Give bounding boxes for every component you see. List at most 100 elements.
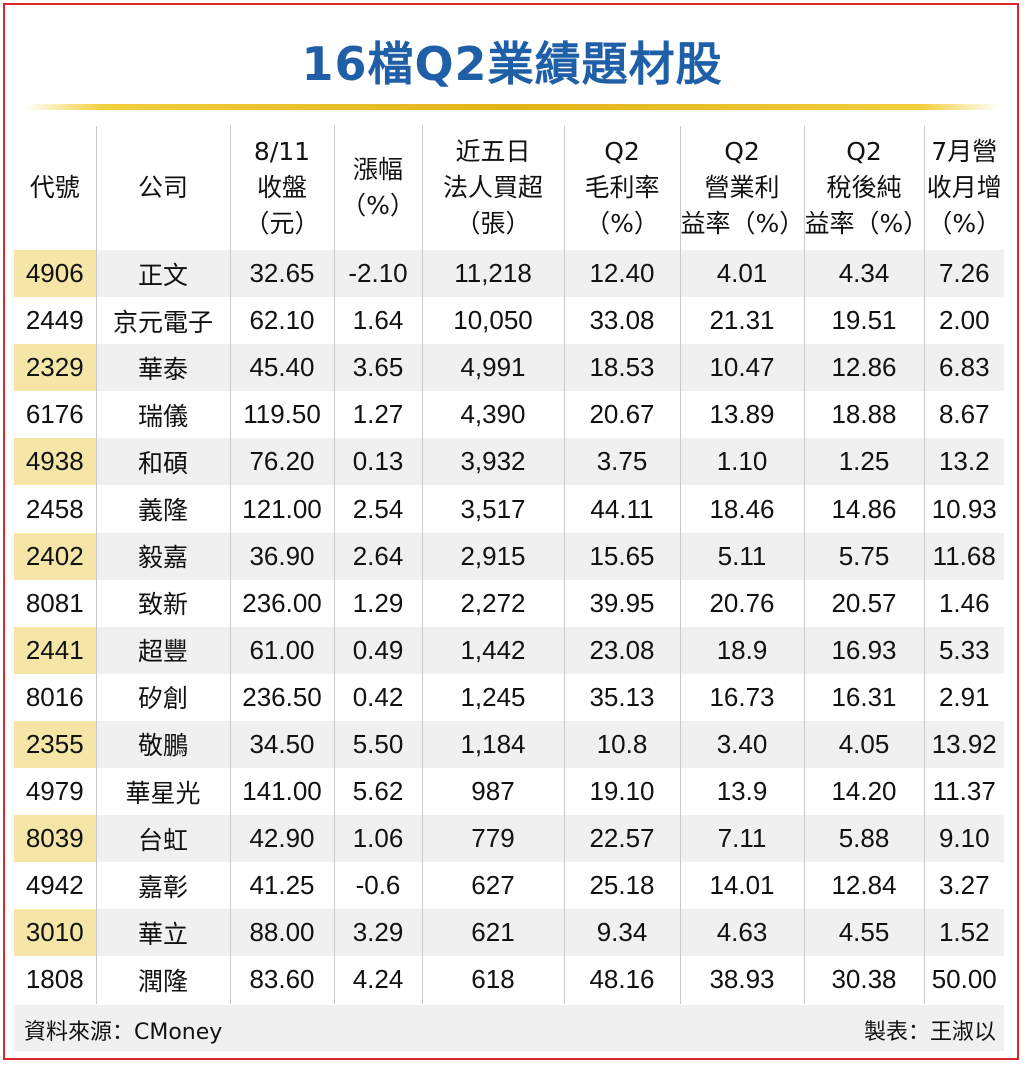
column-header-line: 稅後純: [826, 173, 902, 202]
value-cell: 2.54: [333, 485, 422, 533]
value-cell: 13.2: [923, 438, 1004, 486]
value-cell: 21.31: [679, 297, 804, 345]
company-name-cell: 毅嘉: [95, 532, 230, 580]
value-cell: 2,915: [421, 532, 564, 580]
company-name-cell: 潤隆: [95, 956, 230, 1004]
value-cell: 4.01: [679, 250, 804, 298]
column-header-line: 7月營: [931, 137, 998, 166]
value-cell: 3.27: [923, 862, 1004, 910]
column-header-line: 法人買超: [442, 173, 543, 202]
table-row: 4938 和碩 76.20 0.13 3,932 3.75 1.10 1.25 13.2: [14, 438, 1004, 486]
value-cell: 18.53: [563, 344, 680, 392]
column-header: 近五日 法人買超 （張）: [421, 126, 564, 250]
value-cell: 987: [421, 768, 564, 816]
value-cell: 3.29: [333, 909, 422, 957]
column-header-line: （張）: [455, 209, 531, 238]
value-cell: 10,050: [421, 297, 564, 345]
table-row: 3010 華立 88.00 3.29 621 9.34 4.63 4.55 1.52: [14, 909, 1004, 957]
company-name-cell: 和碩: [95, 438, 230, 486]
value-cell: 2,272: [421, 579, 564, 627]
column-header-line: （%）: [585, 209, 659, 238]
value-cell: 5.50: [333, 720, 422, 769]
value-cell: 621: [421, 909, 564, 957]
stock-code-cell: 4979: [25, 776, 84, 807]
value-cell: 15.65: [563, 532, 680, 580]
value-cell: 11.37: [923, 768, 1004, 816]
value-cell: 11.68: [923, 532, 1004, 580]
title-underline: [24, 104, 1000, 110]
value-cell: 1.52: [923, 909, 1004, 957]
company-name-cell: 正文: [95, 250, 230, 298]
value-cell: 4.55: [803, 909, 924, 957]
value-cell: 141.00: [229, 768, 334, 816]
value-cell: 236.00: [229, 579, 334, 627]
stock-code-cell: 2329: [14, 344, 96, 392]
value-cell: 14.01: [679, 862, 804, 910]
column-header-line: 8/11: [253, 137, 311, 166]
value-cell: 50.00: [923, 956, 1004, 1004]
stock-code-cell: 8016: [25, 681, 84, 712]
table-row: 8016 矽創 236.50 0.42 1,245 35.13 16.73 16.31 2.91: [14, 673, 1004, 721]
stock-code-cell: 2441: [14, 626, 96, 674]
table-row: 1808 潤隆 83.60 4.24 618 48.16 38.93 30.38 50.00: [14, 956, 1004, 1004]
stock-code-cell: 8039: [14, 815, 96, 863]
value-cell: 4,991: [421, 344, 564, 392]
stock-code-cell: 2402: [14, 532, 96, 580]
value-cell: 10.8: [563, 720, 680, 769]
column-header: 7月營 收月增 （%）: [923, 126, 1004, 250]
column-header-line: 毛利率: [584, 173, 660, 202]
company-name-cell: 華泰: [95, 344, 230, 392]
column-header-line: Q2: [724, 137, 760, 166]
value-cell: -2.10: [333, 250, 422, 298]
company-name-cell: 敬鵬: [95, 720, 230, 769]
table-body: 4906 正文 32.65 -2.10 11,218 12.40 4.01 4.34 7.26 2…: [14, 250, 1004, 1004]
company-name-cell: 華星光: [95, 768, 230, 816]
value-cell: 14.20: [803, 768, 924, 816]
value-cell: 0.42: [333, 673, 422, 721]
company-name-cell: 嘉彰: [95, 862, 230, 910]
value-cell: 3.40: [679, 720, 804, 769]
value-cell: 4.05: [803, 720, 924, 769]
value-cell: 11,218: [421, 250, 564, 298]
value-cell: 7.26: [923, 250, 1004, 298]
column-header-line: 益率（%）: [804, 209, 929, 238]
value-cell: 2.00: [923, 297, 1004, 345]
company-name-cell: 京元電子: [95, 297, 230, 345]
maker-note: 製表：王淑以: [863, 1020, 996, 1045]
value-cell: 4.34: [803, 250, 924, 298]
column-header-line: （%）: [341, 191, 415, 220]
column-header-line: （%）: [927, 209, 1002, 238]
value-cell: 42.90: [229, 815, 334, 863]
value-cell: 2.64: [333, 532, 422, 580]
table-row: 4906 正文 32.65 -2.10 11,218 12.40 4.01 4.34 7.26: [14, 250, 1004, 298]
value-cell: 39.95: [563, 579, 680, 627]
column-header-line: Q2: [846, 137, 882, 166]
stock-code-cell: 4942: [25, 870, 84, 901]
value-cell: 0.13: [333, 438, 422, 486]
company-name-cell: 致新: [95, 579, 230, 627]
value-cell: 34.50: [229, 720, 334, 769]
value-cell: 236.50: [229, 673, 334, 721]
value-cell: 627: [421, 862, 564, 910]
stock-code-cell: 1808: [25, 964, 84, 995]
value-cell: -0.6: [333, 862, 422, 910]
value-cell: 12.86: [803, 344, 924, 392]
value-cell: 22.57: [563, 815, 680, 863]
value-cell: 5.88: [803, 815, 924, 863]
value-cell: 19.51: [803, 297, 924, 345]
value-cell: 18.9: [679, 626, 804, 674]
value-cell: 36.90: [229, 532, 334, 580]
stock-code-cell: 8081: [25, 587, 84, 618]
value-cell: 4.63: [679, 909, 804, 957]
header-row: 代號 公司 8/11 收盤 （元） 漲幅 （%） 近五日 法人買超 （張） Q2 毛利率 （%） Q2 營業…: [14, 126, 1004, 250]
value-cell: 1,184: [421, 720, 564, 769]
value-cell: 8.67: [923, 391, 1004, 439]
value-cell: 1.10: [679, 438, 804, 486]
table-row: 2329 華泰 45.40 3.65 4,991 18.53 10.47 12.86 6.83: [14, 344, 1004, 392]
value-cell: 1.06: [333, 815, 422, 863]
stock-code-cell: 3010: [14, 909, 96, 957]
table-row: 8081 致新 236.00 1.29 2,272 39.95 20.76 20.57 1.46: [14, 579, 1004, 627]
table-row: 6176 瑞儀 119.50 1.27 4,390 20.67 13.89 18.88 8.67: [14, 391, 1004, 439]
value-cell: 32.65: [229, 250, 334, 298]
value-cell: 18.46: [679, 485, 804, 533]
